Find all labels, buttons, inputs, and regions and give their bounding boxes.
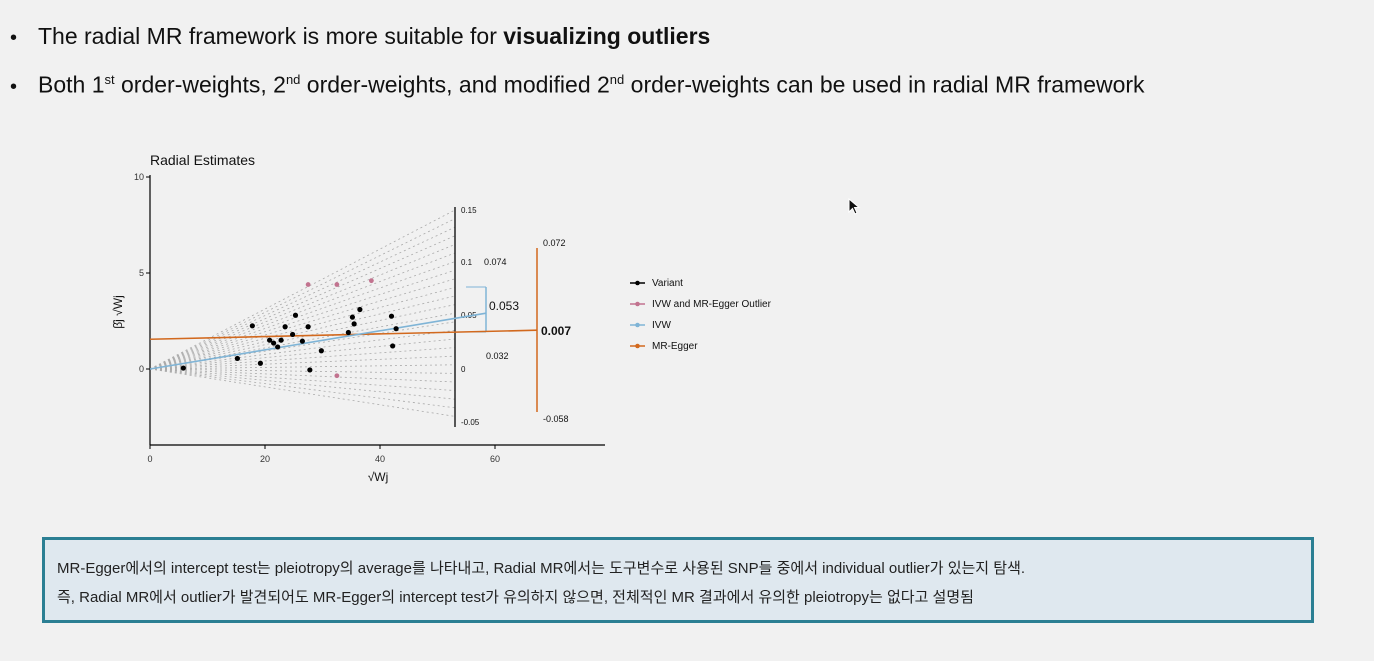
ci-label: 0.072: [543, 238, 566, 248]
y-tick-label: 5: [139, 268, 144, 278]
ci-label: 0.032: [486, 351, 509, 361]
guide-line: [149, 252, 456, 370]
variant-point: [271, 340, 277, 346]
variant-point: [292, 312, 299, 318]
variant-point: [278, 337, 284, 343]
variant-point: [180, 365, 186, 371]
variant-point: [349, 314, 355, 320]
y-axis-label: β̂j √Wj: [111, 295, 125, 328]
x-tick-label: 60: [490, 454, 500, 464]
variant-point: [249, 323, 255, 329]
mouse-pointer-icon: [848, 198, 861, 215]
variant-point: [275, 344, 281, 350]
legend-marker: [635, 301, 640, 307]
guide-line: [149, 368, 456, 374]
variant-point: [345, 329, 351, 336]
variant-point: [305, 324, 311, 330]
guide-line: [149, 338, 456, 370]
note-line-1: MR-Egger에서의 intercept test는 pleiotropy의 …: [57, 560, 1026, 577]
legend-marker: [635, 280, 640, 286]
outlier-point: [305, 282, 311, 287]
variant-point: [290, 331, 296, 338]
bullet-1-text: The radial MR framework is more suitable…: [38, 23, 504, 49]
bullet-1-bold: visualizing outliers: [503, 23, 711, 49]
variant-point: [299, 338, 305, 344]
guide-line: [149, 287, 456, 370]
chart-title: Radial Estimates: [150, 152, 255, 168]
variant-point: [282, 324, 288, 330]
ivw-scale-label: 0.15: [461, 206, 477, 215]
guide-line: [149, 364, 456, 370]
bullet-dot: •: [10, 27, 18, 49]
bullet-2-text-c: order-weights, and modified 2: [300, 71, 610, 98]
ivw-scale-label: -0.05: [461, 418, 480, 427]
bullet-2-text-a: Both 1: [38, 71, 105, 98]
bullet-dot: •: [10, 75, 18, 98]
variant-point: [234, 355, 240, 362]
bullet-list: • The radial MR framework is more suitab…: [10, 22, 1360, 115]
ivw-scale-label: 0.1: [461, 258, 473, 267]
variant-point: [393, 326, 399, 332]
guide-line: [149, 368, 456, 383]
guide-line: [149, 278, 456, 370]
y-tick-label: 10: [134, 172, 144, 182]
variant-point: [307, 367, 313, 373]
x-tick-label: 20: [260, 454, 270, 464]
guide-line: [149, 226, 456, 370]
guide-line: [149, 368, 456, 409]
legend-marker: [635, 343, 640, 349]
variant-point: [357, 306, 363, 313]
guide-line: [149, 330, 456, 370]
guide-line: [149, 218, 456, 370]
egger-regression-line: [149, 329, 538, 341]
bullet-2-text-d: order-weights can be used in radial MR f…: [624, 71, 1145, 98]
guide-line: [149, 304, 456, 370]
variant-point: [351, 321, 357, 327]
legend-label: IVW and MR-Egger Outlier: [652, 299, 772, 310]
bullet-2: • Both 1st order-weights, 2nd order-weig…: [10, 66, 1360, 101]
variant-point: [267, 337, 273, 343]
outlier-point: [334, 373, 340, 379]
superscript-nd: nd: [285, 72, 301, 87]
ivw-regression-line: [149, 312, 487, 370]
note-box: MR-Egger에서의 intercept test는 pleiotropy의 …: [42, 537, 1314, 623]
guide-line: [149, 368, 456, 417]
variant-point: [257, 360, 263, 366]
ci-label: -0.058: [543, 414, 569, 424]
outlier-point: [368, 278, 374, 284]
ivw-scale-label: 0: [461, 365, 466, 374]
ivw-estimate-label: 0.053: [489, 299, 519, 313]
guide-line: [149, 355, 456, 370]
guide-line: [149, 368, 456, 391]
egger-estimate-label: 0.007: [541, 324, 571, 338]
legend-label: IVW: [652, 320, 671, 331]
superscript-st: st: [104, 72, 115, 87]
guide-line: [149, 235, 456, 370]
x-tick-label: 0: [147, 454, 152, 464]
variant-point: [318, 348, 324, 354]
guide-line: [149, 261, 456, 370]
bullet-1: • The radial MR framework is more suitab…: [10, 22, 1360, 52]
radial-estimates-chart: 0 5 10 0 20 40 60 Radial Estimates √Wj β̂j √Wj 0.1…: [111, 152, 772, 484]
note-line-2: 즉, Radial MR에서 outlier가 발견되어도 MR-Egger의 …: [57, 589, 974, 606]
guide-line: [149, 347, 456, 370]
x-tick-label: 40: [375, 454, 385, 464]
y-tick-label: 0: [139, 364, 144, 374]
guide-line: [149, 209, 456, 370]
outlier-point: [334, 282, 340, 287]
variant-point: [388, 313, 395, 319]
superscript-nd: nd: [609, 72, 625, 87]
guide-line: [149, 295, 456, 370]
variant-point: [390, 343, 396, 349]
bullet-2-text-b: order-weights, 2: [114, 71, 286, 98]
legend-marker: [635, 322, 640, 328]
guide-line: [149, 368, 456, 400]
ci-label: 0.074: [484, 257, 507, 267]
legend-label: Variant: [652, 278, 683, 289]
guide-line: [149, 269, 456, 370]
legend-label: MR-Egger: [652, 341, 698, 352]
x-axis-label: √Wj: [368, 470, 389, 484]
